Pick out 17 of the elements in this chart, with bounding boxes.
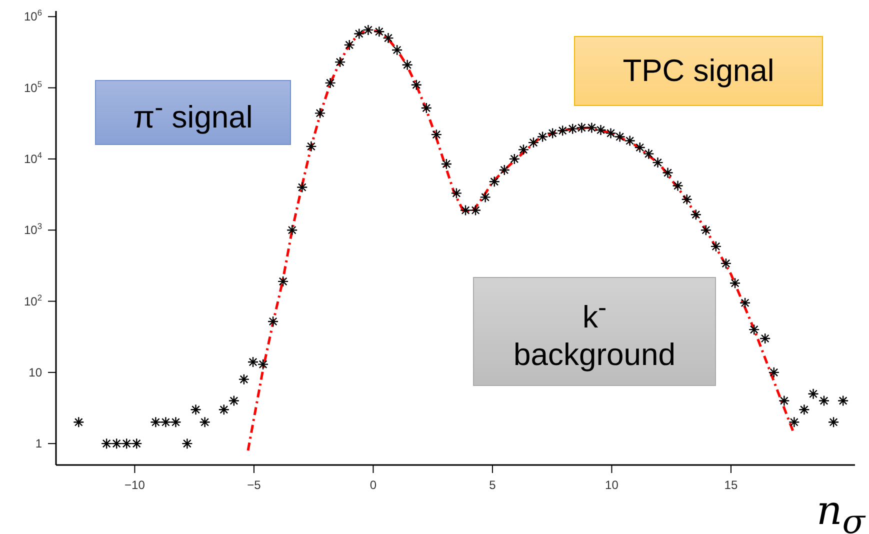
x-tick-label: −10	[124, 478, 146, 492]
y-tick-label: 10$^{5}$	[24, 78, 42, 95]
y-tick-label: 10	[28, 365, 42, 380]
y-tick-label: 10$^{6}$	[24, 8, 42, 24]
y-tick-label: 10$^{3}$	[24, 221, 42, 238]
x-axis-title: n$_{σ}$	[816, 488, 865, 534]
x-tick-label: 15	[724, 478, 738, 492]
x-tick-label: 0	[370, 478, 377, 492]
annotation: π$^{-}$ signal	[133, 92, 253, 136]
x-tick-label: 5	[489, 478, 496, 492]
x-tick-label: −5	[247, 478, 262, 492]
annotation: TPC signal	[622, 52, 774, 90]
y-tick-label: 10$^{2}$	[24, 292, 42, 308]
annotation: k$^{-}$ background	[512, 292, 676, 374]
x-tick-label: 10	[605, 478, 619, 492]
y-tick-label: 1	[35, 436, 42, 451]
y-tick-label: 10$^{4}$	[24, 150, 42, 166]
